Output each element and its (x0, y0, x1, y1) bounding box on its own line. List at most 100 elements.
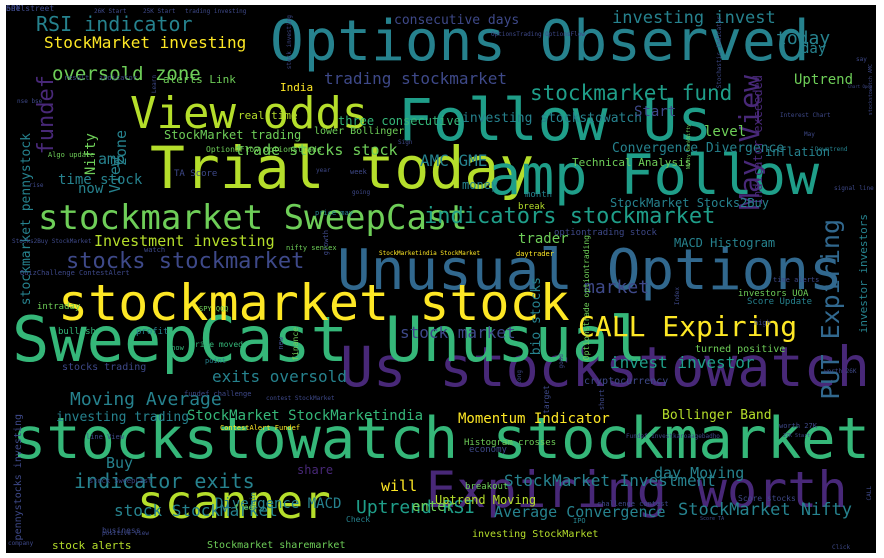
cloud-word: year (316, 167, 331, 174)
cloud-word: Sign (398, 139, 413, 146)
cloud-word: week (350, 168, 367, 176)
cloud-word: short (598, 389, 606, 411)
cloud-word: Indicator exceeded (751, 75, 765, 206)
cloud-word: indicators stockmarket (424, 204, 716, 229)
cloud-word: stockmarket fund (530, 81, 733, 105)
cloud-word: Algo update (48, 151, 95, 159)
cloud-word: SPY QQQ (199, 305, 229, 313)
cloud-word: point (205, 357, 227, 365)
cloud-word: positive View (102, 530, 149, 537)
cloud-word: Stocks2Buy StockMarket (12, 238, 92, 245)
cloud-word: breakout (465, 482, 509, 492)
cloud-word: today (776, 28, 831, 49)
cloud-word: StockMarket Nifty (678, 500, 852, 520)
cloud-word: Stockmarket sharemarket (207, 540, 346, 551)
cloud-word: amp (98, 150, 126, 168)
cloud-word: TA Score (174, 169, 218, 179)
cloud-word: inflation (765, 145, 831, 159)
cloud-word: bullstreet (6, 5, 55, 13)
cloud-word: result (64, 74, 90, 82)
cloud-word: stock StockMarket (114, 501, 278, 520)
cloud-word: stock alerts (52, 539, 132, 552)
cloud-word: Chart Open (848, 84, 873, 89)
cloud-word: Interest Chart (780, 112, 831, 119)
cloud-word: Score stocks (738, 494, 796, 503)
cloud-word: now (78, 181, 104, 197)
cloud-word: stock market (400, 323, 516, 342)
cloud-word: investors UOA (738, 289, 809, 299)
cloud-word: trading stockmarket (324, 69, 508, 88)
cloud-word: Technical Analysis (572, 156, 692, 169)
cloud-word: stocks trading (62, 362, 147, 373)
cloud-word: daytrader (516, 250, 554, 258)
cloud-word: investing StockMarket (472, 529, 599, 540)
cloud-word: StockMarket investing (44, 33, 247, 52)
cloud-word: line View (86, 433, 124, 441)
cloud-word: nse bse (17, 98, 43, 105)
cloud-word: stockstowatch AMC (868, 64, 874, 116)
cloud-word: View odds (130, 88, 369, 139)
cloud-word: bullish (58, 327, 96, 337)
cloud-word: Average Convergence (494, 503, 666, 521)
cloud-word: Fundef Investkaroaagebadho (626, 433, 720, 440)
cloud-word: one (6, 5, 21, 13)
cloud-word: trading investing (185, 8, 247, 15)
cloud-word: bio stocks (529, 277, 544, 356)
cloud-word: CALL (866, 486, 873, 501)
cloud-word: Check (346, 515, 371, 524)
cloud-word: price may (315, 209, 353, 217)
cloud-word: break (518, 202, 546, 212)
cloud-word: real time (238, 109, 298, 122)
cloud-word: month (525, 190, 553, 200)
cloud-word: OptionsFlow optionstrade (206, 145, 322, 154)
cloud-word: will (381, 477, 418, 495)
cloud-word: optiontrading stock (554, 228, 657, 238)
cloud-word: challenge contest (597, 500, 669, 508)
cloud-word: Trial today (150, 134, 535, 202)
cloud-word: IPO (573, 517, 586, 525)
cloud-word: turned positive (695, 344, 786, 355)
cloud-word: Uptrend RSI (356, 497, 476, 518)
cloud-word: RSI indicator (36, 12, 193, 36)
cloud-word: OptionsTrading OptionsFlow (491, 31, 585, 38)
cloud-word: Index (674, 287, 681, 306)
cloud-word: 27K Start (783, 433, 811, 439)
cloud-word: QuizChallenge ContestAlert (20, 269, 130, 277)
cloud-word: investor investors (857, 214, 870, 334)
cloud-word: good (558, 354, 565, 369)
cloud-word: going (352, 189, 371, 196)
cloud-word: stock investing (286, 15, 293, 70)
cloud-word: level (704, 124, 747, 140)
cloud-word: Score Update (747, 297, 813, 307)
cloud-word: growth (322, 230, 330, 256)
cloud-word: business (102, 526, 141, 535)
cloud-word: fundef (34, 75, 59, 155)
cloud-word: investing stockstowatch (462, 111, 643, 126)
cloud-word: Expiring worth (426, 461, 848, 519)
cloud-word: share (297, 463, 334, 477)
cloud-word: stockstowatch stockmarket (12, 406, 870, 472)
cloud-word: time stock (58, 172, 143, 188)
cloud-word: SPY (6, 5, 21, 13)
cloud-word: 26K Start (94, 8, 127, 15)
cloud-word: CALL Expiring (578, 310, 798, 343)
cloud-word: indicator exits (74, 469, 255, 493)
cloud-word: know (167, 344, 184, 352)
cloud-word: day Moving (654, 464, 745, 482)
cloud-word: stockmarket stock (58, 274, 570, 332)
cloud-word: ContestAlert Fundef (220, 424, 301, 432)
cloud-word: scanner (137, 475, 331, 529)
cloud-word: alerts Link (163, 73, 236, 86)
cloud-word: Follow Us (398, 86, 713, 154)
cloud-word: Uptrend Moving (435, 493, 537, 507)
cloud-word: StockMarketindia StockMarket (379, 250, 481, 257)
cloud-word: Buy (106, 454, 134, 472)
cloud-word: MACD Histogram (674, 236, 776, 250)
cloud-word: high (754, 319, 771, 327)
cloud-word: AMC GME (420, 151, 488, 170)
cloud-word: worth 26K (824, 368, 857, 375)
cloud-word: fundef challenge (184, 390, 252, 398)
cloud-word: Convergence Divergence (612, 141, 785, 156)
cloud-word: cryptocurrency (584, 376, 669, 387)
cloud-word: free (234, 503, 254, 512)
